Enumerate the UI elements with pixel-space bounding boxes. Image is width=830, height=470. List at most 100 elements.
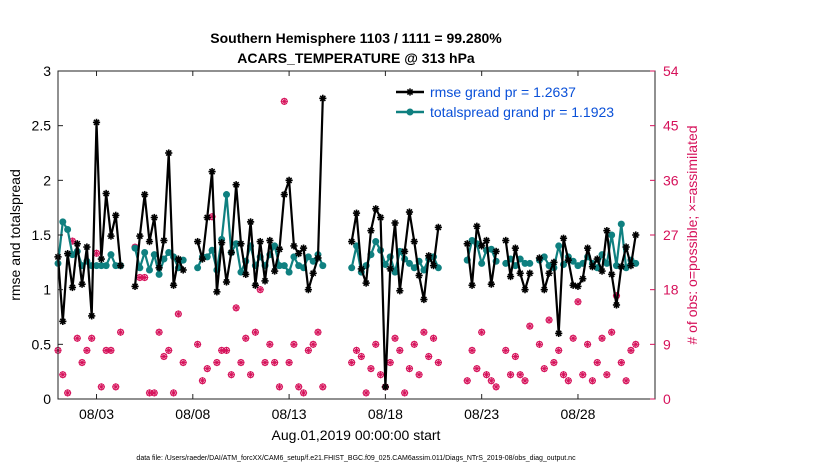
totalspread-point [420, 266, 428, 274]
obs-assimilated-point [222, 346, 231, 355]
rmse-point [64, 249, 72, 258]
obs-assimilated-point [150, 389, 158, 397]
rmse-point [482, 236, 491, 245]
rmse-point [434, 223, 442, 231]
rmse-point [555, 329, 563, 337]
rmse-point [218, 239, 226, 247]
obs-assimilated-point [564, 377, 572, 385]
totalspread-point [309, 257, 317, 265]
totalspread-point [617, 220, 625, 228]
y-left-tick-label: 2 [43, 172, 51, 188]
obs-assimilated-point [429, 334, 438, 342]
obs-assimilated-point [540, 365, 548, 373]
obs-assimilated-point [64, 389, 72, 397]
obs-assimilated-point [256, 286, 264, 294]
obs-assimilated-point [165, 346, 173, 355]
rmse-point [319, 94, 327, 102]
obs-assimilated-point [280, 97, 288, 105]
y-left-tick-label: 1 [43, 282, 51, 298]
obs-assimilated-point [97, 383, 105, 391]
obs-assimilated-point [617, 358, 625, 367]
obs-assimilated-point [116, 328, 125, 336]
obs-assimilated-point [107, 346, 115, 355]
obs-count-layer [54, 97, 640, 397]
totalspread-point [603, 259, 611, 267]
obs-assimilated-point [521, 377, 529, 385]
rmse-line [196, 98, 324, 293]
obs-assimilated-point [78, 358, 86, 367]
totalspread-point [107, 251, 115, 259]
rmse-point [295, 249, 303, 258]
rmse-point [304, 286, 312, 294]
rmse-point [516, 269, 524, 277]
rmse-point [588, 263, 597, 271]
obs-assimilated-point [502, 346, 510, 355]
rmse-point [155, 264, 163, 272]
obs-assimilated-point [160, 352, 168, 361]
totalspread-point [391, 268, 399, 276]
totalspread-point [478, 259, 486, 267]
y-right-tick-label: 9 [663, 336, 671, 352]
obs-assimilated-point [141, 273, 149, 282]
obs-assimilated-point [622, 377, 630, 385]
obs-assimilated-point [506, 371, 515, 379]
totalspread-point [285, 268, 293, 276]
totalspread-point [64, 226, 72, 234]
rmse-point [574, 282, 582, 290]
rmse-point [59, 317, 67, 325]
obs-assimilated-point [367, 365, 375, 373]
obs-assimilated-point [362, 389, 370, 397]
y-left-tick-label: 1.5 [32, 227, 52, 243]
obs-assimilated-point [309, 340, 317, 348]
rmse-line [56, 121, 122, 323]
y-axis-right-label: # of obs: o=possible; ×=assimilated [684, 125, 700, 344]
rmse-point [116, 262, 125, 270]
totalspread-point [526, 259, 534, 267]
rmse-point [309, 269, 317, 277]
obs-assimilated-point [295, 383, 303, 391]
obs-assimilated-point [271, 358, 279, 367]
totalspread-point [290, 253, 298, 261]
rmse-point [290, 242, 298, 250]
totalspread-point [97, 262, 105, 270]
obs-assimilated-point [492, 383, 500, 391]
rmse-point [299, 244, 308, 252]
totalspread-point [194, 264, 202, 272]
y-right-tick-label: 27 [663, 227, 679, 243]
rmse-point [169, 281, 178, 289]
rmse-point [521, 286, 529, 294]
obs-assimilated-point [261, 358, 269, 367]
totalspread-point [155, 270, 163, 278]
rmse-point [232, 181, 240, 189]
rmse-point [632, 231, 640, 239]
obs-assimilated-point [227, 371, 235, 379]
legend-box [391, 81, 646, 123]
obs-assimilated-point [372, 340, 380, 348]
y-right-tick-label: 45 [663, 118, 679, 134]
obs-assimilated-point [555, 346, 563, 355]
y-axis-right-ticks: 0 9 18 27 36 45 54 [650, 63, 679, 407]
rmse-point [511, 244, 519, 252]
rmse-point [256, 237, 264, 246]
totalspread-point [372, 238, 380, 246]
obs-assimilated-point [275, 383, 284, 391]
obs-assimilated-point [242, 334, 250, 342]
rmse-point [405, 208, 414, 216]
obs-assimilated-point [112, 383, 120, 391]
rmse-point [88, 312, 96, 320]
rmse-point [396, 287, 404, 295]
totalspread-point [555, 242, 563, 250]
rmse-point [593, 255, 601, 263]
obs-assimilated-point [410, 340, 418, 348]
rmse-point [83, 243, 91, 251]
rmse-point [463, 240, 471, 248]
obs-assimilated-point [482, 371, 491, 379]
obs-assimilated-point [198, 377, 207, 385]
y-left-tick-label: 0 [43, 391, 51, 407]
rmse-point [165, 149, 173, 157]
rmse-point [357, 265, 365, 273]
obs-assimilated-point [266, 340, 274, 348]
totalspread-point [280, 262, 288, 270]
obs-assimilated-point [463, 377, 471, 385]
obs-assimilated-point [237, 358, 245, 367]
